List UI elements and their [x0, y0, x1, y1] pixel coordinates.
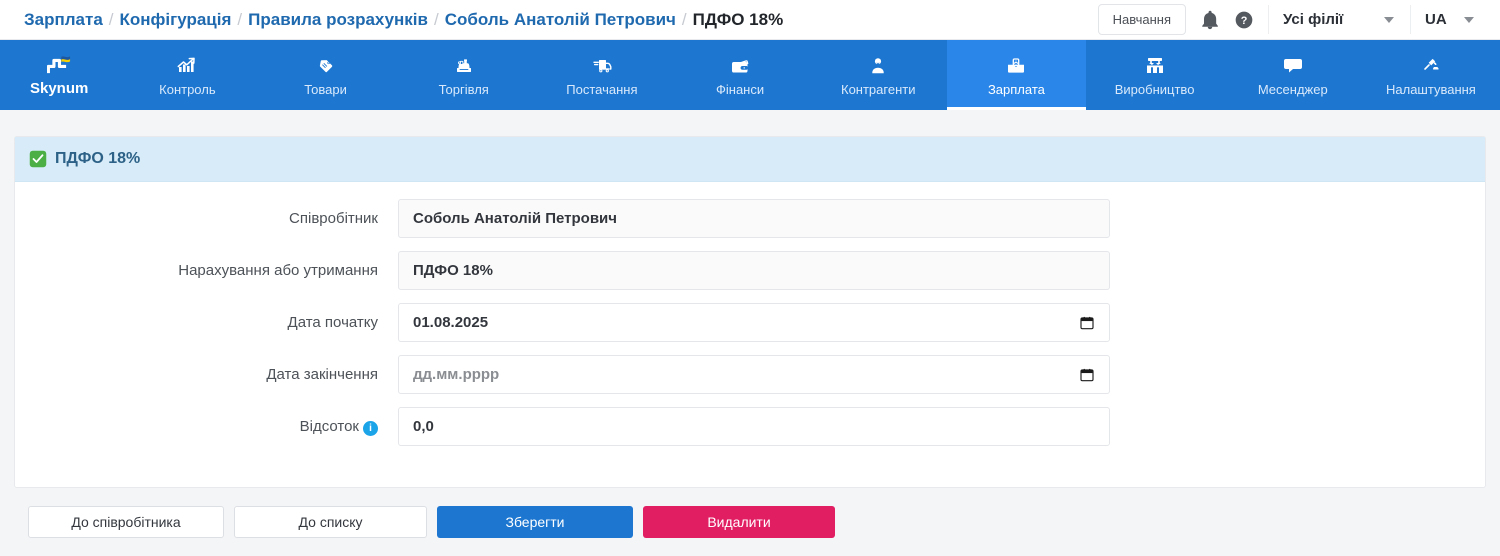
svg-text:?: ?	[1241, 14, 1248, 26]
